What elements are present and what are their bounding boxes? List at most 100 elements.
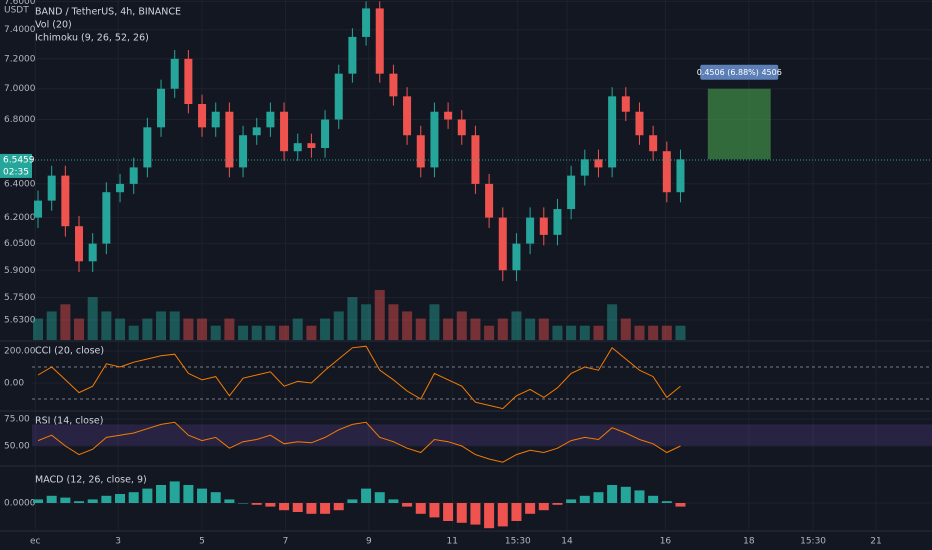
candle-body (471, 135, 480, 184)
volume-bar (292, 318, 303, 340)
y-tick-label: 5.9000 (4, 266, 36, 276)
histogram-bar (251, 503, 262, 505)
position-label: 0.4506 (6.88%) 4506 (697, 68, 782, 77)
volume-bar (128, 325, 139, 340)
histogram-bar (279, 503, 290, 511)
volume-bar (169, 311, 180, 340)
histogram-bar (443, 503, 454, 521)
candle-body (211, 111, 220, 128)
histogram-bar (429, 503, 440, 518)
histogram-bar (415, 503, 426, 514)
volume-bar (74, 318, 85, 340)
indicator-label: MACD (12, 26, close, 9) (35, 475, 147, 486)
candle-body (348, 36, 357, 74)
candle-body (88, 243, 97, 262)
currency-box (0, 5, 28, 15)
histogram-bar (197, 488, 208, 503)
histogram-bar (661, 501, 672, 503)
candle-body (485, 183, 494, 218)
volume-bar (197, 318, 208, 340)
volume-bar (306, 325, 317, 340)
histogram-bar (402, 503, 413, 507)
y-tick-label: 0.00 (4, 378, 24, 388)
candle-body (416, 135, 425, 168)
histogram-bar (60, 497, 71, 503)
candle-body (239, 135, 248, 168)
volume-bar (470, 318, 481, 340)
volume-bar (525, 318, 536, 340)
histogram-bar (46, 495, 57, 503)
volume-bar (443, 318, 454, 340)
volume-bar (456, 311, 467, 340)
histogram-bar (470, 503, 481, 525)
candle-body (184, 58, 193, 105)
x-tick-label: 14 (561, 537, 573, 547)
volume-bar (279, 325, 290, 340)
indicator-line (37, 345, 681, 410)
volume-bar (60, 304, 71, 340)
candle-body (389, 73, 398, 97)
y-tick-label: 7.2000 (4, 54, 36, 64)
candle-body (649, 135, 658, 152)
candle-body (129, 167, 138, 184)
candle-body (293, 143, 302, 152)
candle-body (635, 111, 644, 136)
volume-bar (361, 304, 372, 340)
y-tick-label: 0.0000 (4, 499, 36, 509)
candle-body (116, 183, 125, 193)
candle-body (334, 73, 343, 120)
candle-body (553, 209, 562, 235)
histogram-bar (169, 481, 180, 503)
x-tick-label: 18 (743, 537, 755, 547)
candle-body (102, 192, 111, 244)
volume-bar (33, 318, 44, 340)
histogram-bar (320, 503, 331, 514)
candle-body (621, 96, 630, 112)
candle-body (266, 111, 275, 128)
candle-body (225, 111, 234, 168)
candle-body (662, 151, 671, 193)
candle-body (280, 111, 289, 152)
histogram-bar (484, 503, 495, 529)
indicator-label: Vol (20) (35, 20, 72, 31)
indicator-label: RSI (14, close) (35, 416, 103, 427)
histogram-bar (675, 503, 686, 507)
volume-bar (46, 311, 57, 340)
volume-bar (238, 325, 249, 340)
y-tick-label: 5.6300 (4, 316, 36, 326)
y-tick-label: 6.4000 (4, 179, 36, 189)
last-price-label: 6.5459 (3, 155, 35, 165)
x-tick-label: 7 (283, 537, 289, 547)
histogram-bar (634, 490, 645, 503)
candle-body (170, 58, 179, 89)
candle-body (143, 127, 152, 168)
volume-bar (538, 318, 549, 340)
histogram-bar (566, 499, 577, 503)
x-tick-label: 5 (199, 537, 205, 547)
candle-body (430, 111, 439, 168)
volume-bar (593, 325, 604, 340)
volume-bar (265, 325, 276, 340)
candle-body (157, 88, 166, 128)
histogram-bar (224, 499, 235, 503)
volume-bar (101, 311, 112, 340)
histogram-bar (87, 499, 98, 503)
y-tick-label: 5.7500 (4, 293, 36, 303)
x-tick-label: ec (30, 537, 41, 547)
volume-bar (552, 325, 563, 340)
y-tick-label: 7.0000 (4, 84, 36, 94)
y-tick-label: 200.00 (4, 346, 36, 356)
histogram-bar (525, 503, 536, 514)
volume-bar (429, 304, 440, 340)
x-tick-label: 15:30 (800, 537, 826, 547)
y-tick-label: 7.4000 (4, 25, 36, 35)
x-tick-label: 21 (870, 537, 881, 547)
histogram-bar (128, 492, 139, 503)
histogram-bar (497, 503, 508, 527)
indicator-label: CCI (20, close) (35, 346, 104, 357)
position-target (707, 88, 771, 160)
x-tick-label: 16 (660, 537, 672, 547)
candle-body (594, 159, 603, 168)
histogram-bar (74, 501, 85, 503)
